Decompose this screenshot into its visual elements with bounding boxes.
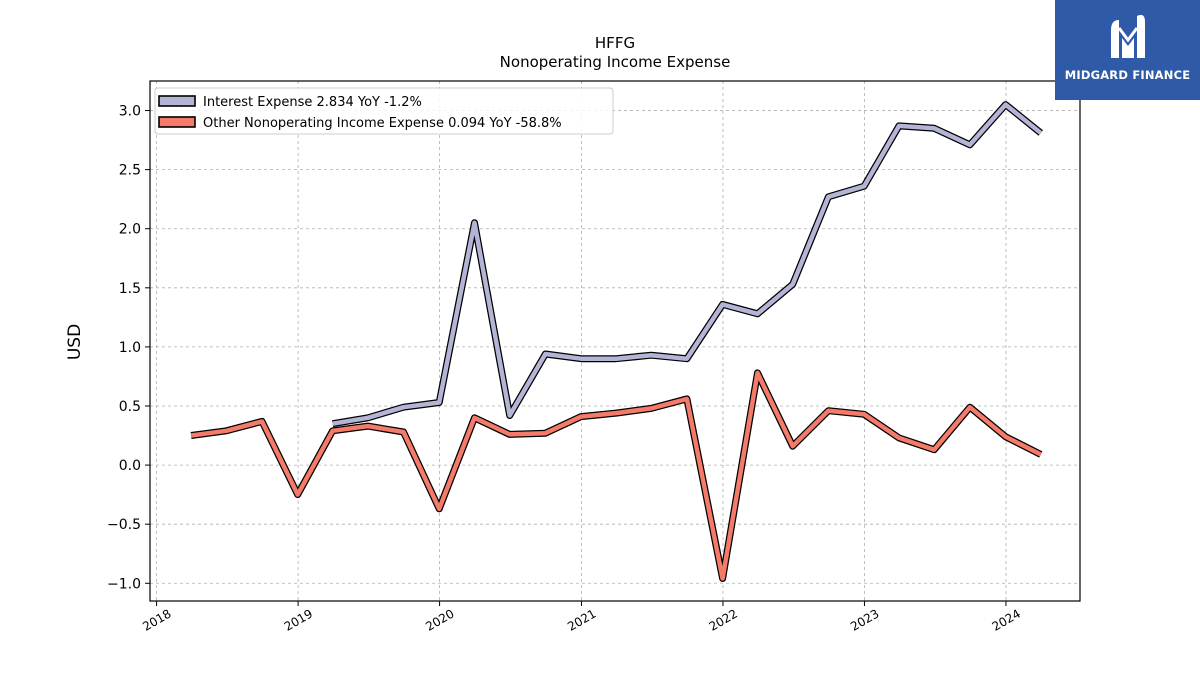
- x-tick-label: 2020: [423, 606, 456, 633]
- y-tick-label: −1.0: [107, 576, 141, 592]
- legend-swatch: [158, 95, 196, 107]
- y-tick-label: 3.0: [119, 104, 141, 120]
- gridlines: [150, 81, 1080, 601]
- series-line-0: [332, 102, 1043, 426]
- series-lines: [190, 101, 1043, 582]
- y-axis-label: USD: [65, 324, 85, 360]
- axes: −1.0 −0.5 0.0 0.5 1.0 1.5 2.0 2.5 3.0 2018 2019 202…: [107, 104, 1023, 634]
- x-tick-label: 2019: [282, 606, 315, 633]
- series-outline: [190, 369, 1043, 582]
- y-tick-label: 0.5: [119, 399, 141, 415]
- y-tick-label: 0.0: [119, 458, 141, 474]
- brand-logo: MIDGARD FINANCE: [1055, 0, 1200, 100]
- plot-frame: [149, 80, 1081, 602]
- legend-box: [154, 87, 614, 135]
- y-tick-label: 2.5: [119, 163, 141, 179]
- y-tick-label: 2.0: [119, 222, 141, 238]
- logo-text: MIDGARD FINANCE: [1064, 68, 1191, 82]
- legend-label: Other Nonoperating Income Expense 0.094 …: [203, 116, 562, 131]
- x-tick-label: 2023: [848, 606, 881, 633]
- series-line-1: [190, 370, 1042, 581]
- x-tick-label: 2022: [707, 606, 740, 633]
- series-outline: [332, 101, 1043, 428]
- y-tick-label: −0.5: [107, 517, 141, 533]
- legend-swatch: [158, 116, 196, 128]
- x-tick-label: 2018: [140, 606, 173, 633]
- m-logo-icon: [1111, 14, 1145, 58]
- chart-title: HFFG: [595, 34, 635, 52]
- chart-subtitle: Nonoperating Income Expense: [500, 53, 731, 71]
- y-tick-label: 1.0: [119, 340, 141, 356]
- legend: Interest Expense 2.834 YoY -1.2% Other No…: [154, 87, 614, 135]
- y-tick-label: 1.5: [119, 281, 141, 297]
- x-tick-label: 2024: [990, 606, 1023, 633]
- legend-label: Interest Expense 2.834 YoY -1.2%: [203, 95, 422, 110]
- x-tick-label: 2021: [565, 606, 598, 633]
